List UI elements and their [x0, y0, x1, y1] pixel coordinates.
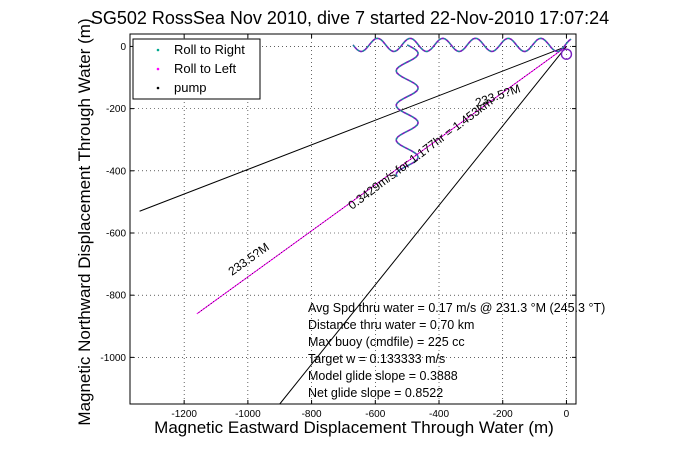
grid — [130, 34, 576, 404]
track-vertical-right — [395, 44, 419, 178]
y-tick-label: 0 — [120, 42, 126, 53]
chart-title: SG502 RossSea Nov 2010, dive 7 started 2… — [91, 8, 609, 28]
legend-label-roll-left: Roll to Left — [174, 61, 237, 76]
legend: Roll to Right Roll to Left pump — [132, 38, 261, 100]
projection-lines — [139, 45, 567, 405]
x-tick-label: -1200 — [171, 409, 197, 420]
legend-marker-roll-left — [156, 67, 160, 71]
stat-net-glide-slope: Net glide slope = 0.8522 — [308, 386, 443, 400]
x-tick-label: -1000 — [235, 409, 261, 420]
plot-frame — [129, 33, 577, 405]
projection-line — [139, 45, 567, 212]
stat-model-glide-slope: Model glide slope = 0.3888 — [308, 369, 458, 383]
stat-avg-speed: Avg Spd thru water = 0.17 m/s @ 231.3 °M… — [308, 301, 605, 315]
projection-line — [196, 46, 567, 315]
y-tick-label: -200 — [106, 104, 126, 115]
x-tick-label: 0 — [564, 409, 570, 420]
y-tick-label: -1000 — [100, 353, 126, 364]
axis-ticks: -1200 -1000 -800 -600 -400 -200 0 0 -200 -400 -600… — [100, 34, 576, 420]
stat-distance: Distance thru water = 0.70 km — [308, 318, 474, 332]
x-tick-label: -400 — [429, 409, 449, 420]
y-axis-label: Magnetic Northward Displacement Through … — [75, 18, 94, 425]
stat-target-w: Target w = 0.133333 m/s — [308, 352, 445, 366]
dive-track — [352, 37, 573, 178]
legend-marker-pump — [156, 86, 160, 90]
stat-max-buoy: Max buoy (cmdfile) = 225 cc — [308, 335, 465, 349]
projection-line — [279, 46, 567, 405]
legend-label-pump: pump — [174, 80, 207, 95]
track-horizontal-right — [352, 37, 572, 53]
x-tick-label: -800 — [302, 409, 322, 420]
legend-box — [132, 38, 261, 100]
x-tick-label: -200 — [493, 409, 513, 420]
y-tick-label: -600 — [106, 228, 126, 239]
y-tick-label: -800 — [106, 291, 126, 302]
x-tick-label: -600 — [365, 409, 385, 420]
legend-marker-roll-right — [156, 48, 160, 52]
x-axis-label: Magnetic Eastward Displacement Through W… — [154, 418, 554, 437]
dive-stats: Avg Spd thru water = 0.17 m/s @ 231.3 °M… — [308, 301, 605, 400]
y-tick-label: -400 — [106, 166, 126, 177]
track-surface-loop — [560, 48, 573, 60]
legend-label-roll-right: Roll to Right — [174, 42, 245, 57]
